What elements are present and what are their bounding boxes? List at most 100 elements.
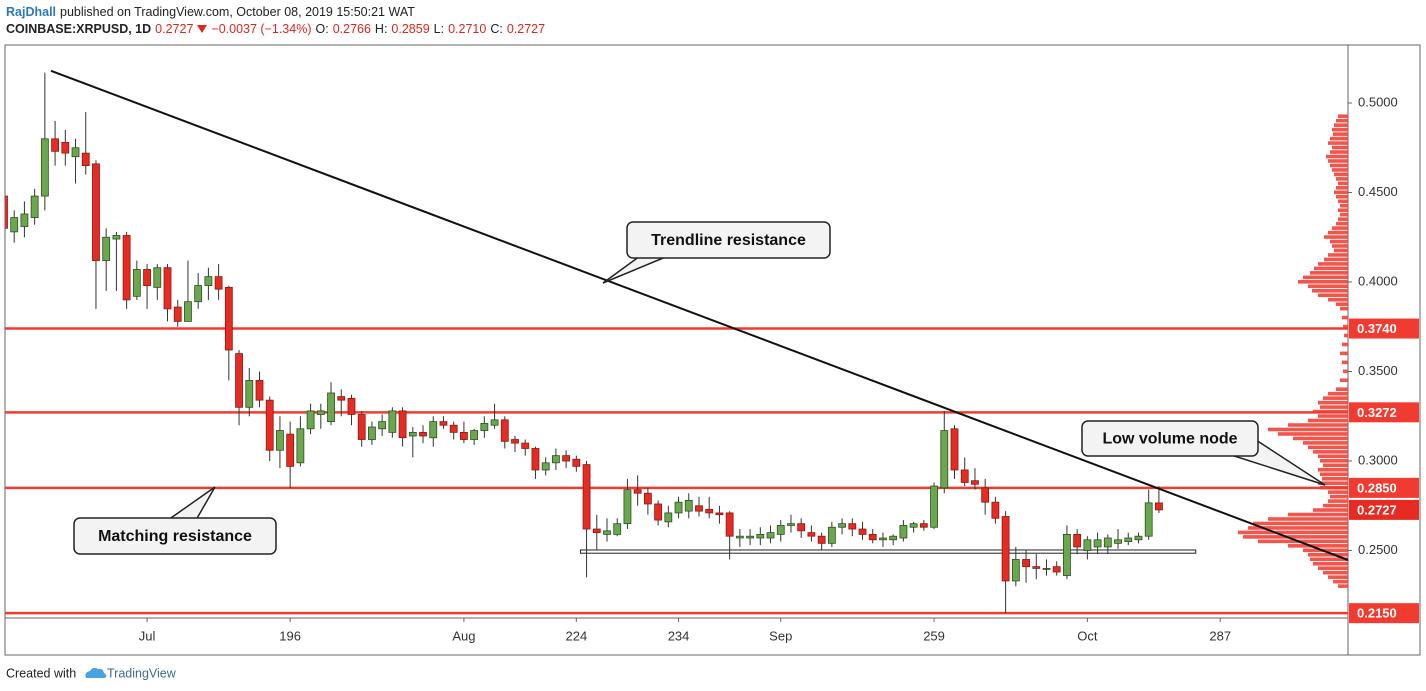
level-label-box	[1349, 477, 1419, 498]
volume-profile-bar	[1312, 288, 1348, 293]
candle-body	[950, 428, 959, 471]
volume-profile-bar	[1336, 194, 1348, 199]
volume-profile-bar	[1333, 579, 1348, 584]
volume-profile-bar	[1334, 123, 1348, 127]
candle-body	[265, 399, 274, 451]
candle-body	[807, 532, 816, 537]
volume-profile-bar	[1338, 584, 1348, 588]
volume-profile-bar	[1318, 293, 1348, 298]
volume-profile-bar	[1323, 503, 1348, 508]
candle-body	[71, 147, 80, 158]
level-label-box	[1349, 402, 1419, 423]
volume-profile-bar	[1330, 136, 1348, 141]
candle-body	[1124, 537, 1133, 542]
volume-profile-bar	[1340, 378, 1348, 383]
volume-profile-bar	[1334, 190, 1348, 195]
candle-body	[20, 213, 29, 227]
candle-body	[61, 141, 70, 154]
candle-body	[224, 286, 233, 351]
y-tick-label: 0.4000	[1358, 273, 1398, 288]
candle-body	[1073, 534, 1082, 548]
volume-profile-bar	[1308, 552, 1348, 557]
candle-body	[112, 235, 121, 240]
candle-body	[766, 532, 775, 539]
volume-profile-bar	[1310, 271, 1348, 275]
candle-body	[725, 512, 734, 537]
candle-body	[214, 276, 223, 290]
candle-body	[562, 455, 571, 462]
trendline	[50, 69, 1348, 561]
candle-body	[439, 421, 448, 426]
candle-body	[368, 426, 376, 440]
x-tick-label: 234	[668, 628, 690, 643]
volume-profile-bar	[1313, 508, 1348, 512]
axes: 0.2500 0.3000 0.3500 0.4000 0.4500 0.5000 Jul 1…	[139, 94, 1419, 643]
candle-body	[163, 267, 172, 310]
candle-body	[603, 530, 611, 535]
candle-body	[255, 380, 264, 401]
candle-body	[531, 448, 540, 471]
candle-body	[930, 485, 938, 528]
volume-profile-bar	[1320, 405, 1348, 409]
level-label-box	[1349, 603, 1419, 624]
volume-profile-bar	[1343, 369, 1348, 374]
volume-profile-bar	[1288, 512, 1348, 517]
x-tick-label: Aug	[452, 628, 475, 643]
candle-body	[899, 525, 908, 539]
candle-body	[194, 285, 203, 303]
candle-body	[817, 535, 826, 544]
candle-body	[480, 423, 489, 431]
volume-profile-bar	[1278, 432, 1348, 436]
callout-text: Matching resistance	[98, 528, 252, 545]
candle-body	[1155, 502, 1163, 511]
candle-body	[633, 489, 642, 494]
candle-body	[848, 523, 857, 530]
footer-brand[interactable]: TradingView	[107, 666, 177, 680]
candle-body	[153, 267, 162, 288]
candle-body	[92, 163, 100, 261]
x-tick-label: 224	[565, 628, 587, 643]
y-tick-label: 0.4500	[1358, 184, 1398, 199]
volume-profile-bar	[1318, 414, 1348, 418]
x-tick-label: Sep	[769, 628, 792, 643]
volume-profile-bar	[1268, 427, 1348, 432]
candle-body	[572, 458, 581, 467]
volume-profile-bar	[1342, 315, 1348, 320]
candle-body	[1001, 516, 1010, 582]
candle-body	[1134, 535, 1143, 541]
candle-body	[1144, 502, 1153, 537]
x-tick-label: 287	[1209, 628, 1231, 643]
y-tick-label: 0.5000	[1358, 94, 1398, 109]
x-tick-label: Jul	[139, 628, 156, 643]
candle-body	[132, 269, 141, 297]
volume-profile-bar	[1328, 253, 1348, 257]
volume-profile-bar	[1288, 544, 1348, 548]
volume-profile-bar	[1318, 481, 1348, 485]
candle-body	[1032, 566, 1041, 569]
volume-profile-bar	[1303, 441, 1348, 445]
volume-profile-bar	[1336, 118, 1348, 123]
candle-body	[470, 430, 479, 440]
volume-profile-bar	[1314, 266, 1348, 271]
author[interactable]: RajDhall	[6, 5, 57, 19]
volume-profile-bar	[1323, 570, 1348, 575]
candle-body	[868, 534, 877, 541]
ohlc-c-label: C:	[490, 22, 503, 36]
volume-profile-bar	[1328, 490, 1348, 494]
candle-body	[490, 419, 499, 426]
volume-profile-bar	[1253, 521, 1348, 526]
volume-profile-bar	[1258, 539, 1348, 544]
volume-profile-bar	[1340, 212, 1348, 217]
candle-body	[306, 410, 315, 430]
callout-box	[1081, 420, 1259, 457]
y-tick-label: 0.2500	[1358, 542, 1398, 557]
volume-profile-bar	[1330, 494, 1348, 499]
volume-profile-bar	[1326, 154, 1348, 159]
candle-body	[879, 537, 887, 541]
change: −0.0037 (−1.34%)	[211, 22, 312, 36]
level-label: 0.3740	[1357, 321, 1397, 336]
candle-body	[102, 236, 111, 261]
last-price-label: 0.2727	[1357, 502, 1397, 517]
